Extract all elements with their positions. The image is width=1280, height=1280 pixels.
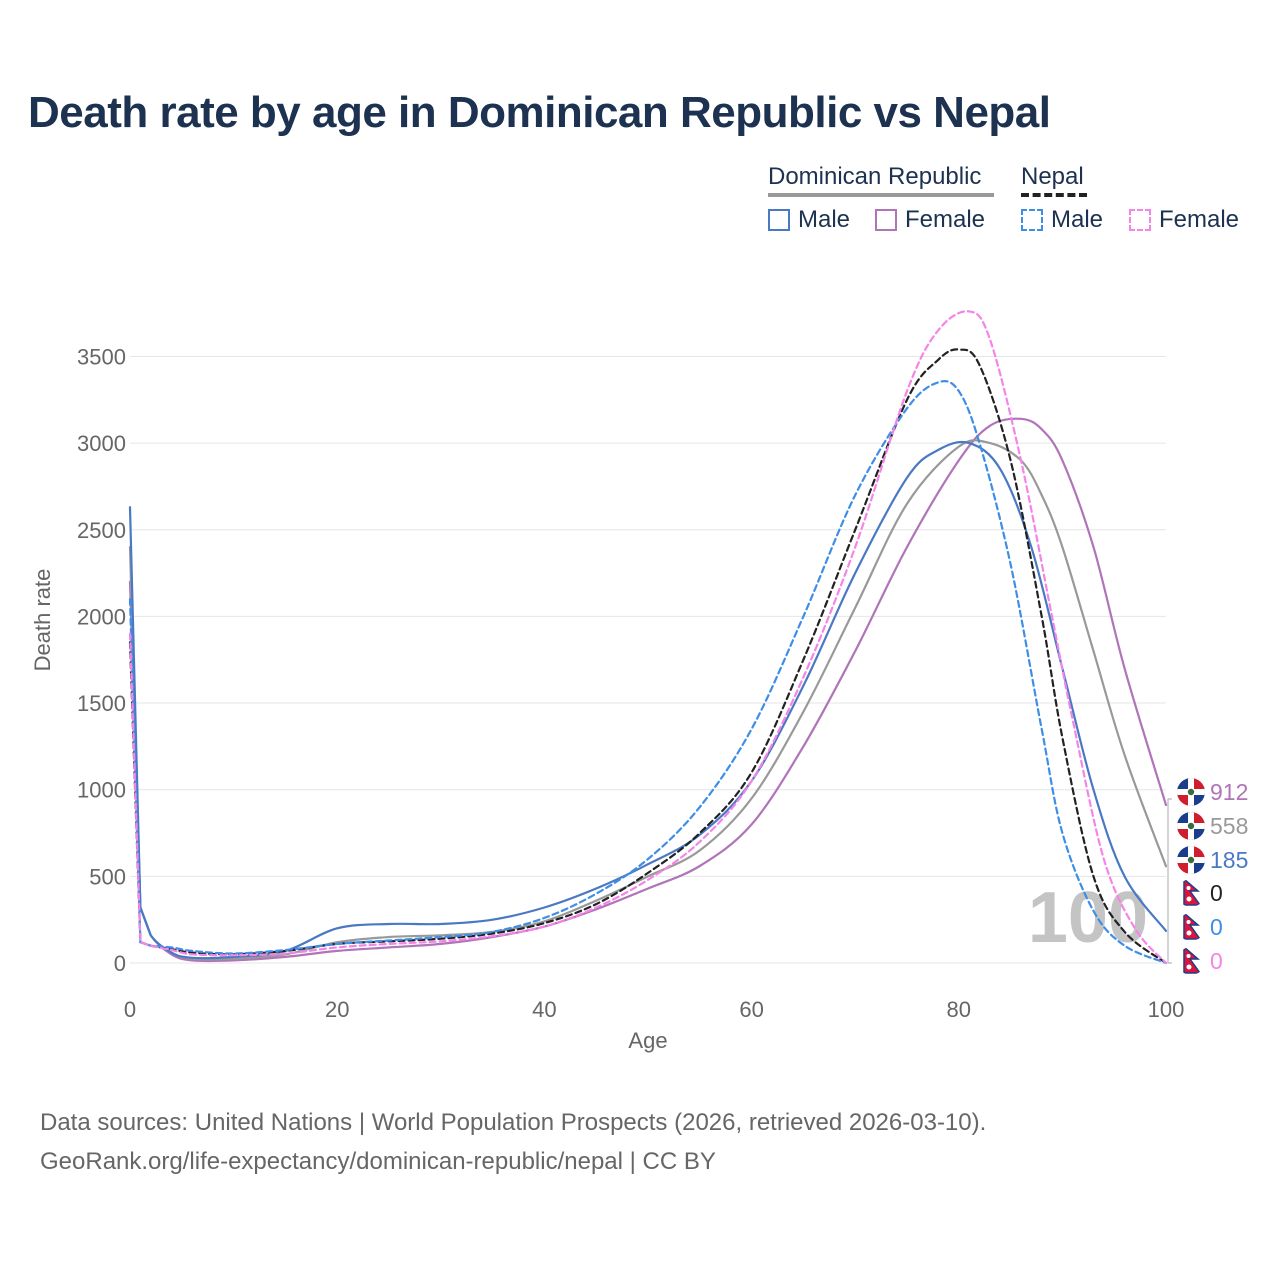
nepal-flag-art (1177, 913, 1205, 941)
series-lines (128, 310, 1168, 965)
nepal-flag-art (1177, 879, 1205, 907)
y-tick-3500: 3500 (77, 344, 126, 369)
y-tick-labels: 0 500 1000 1500 2000 2500 3000 3500 (77, 344, 126, 976)
dominican-flag-art (1177, 812, 1205, 840)
legend-item-dr-male[interactable]: Male (768, 206, 850, 234)
nepal-flag-icon (1177, 913, 1205, 941)
end-label-value: 912 (1210, 779, 1248, 805)
bracket-line (1167, 798, 1172, 964)
legend-swatch-dr-female (875, 209, 897, 231)
legend-label-np-female: Female (1159, 206, 1240, 233)
series-line-dominican-republic-male (128, 440, 1168, 960)
legend-underline-solid (768, 193, 994, 197)
end-label-value: 185 (1210, 847, 1248, 873)
series-line-nepal-male (128, 380, 1168, 965)
dominican-flag-art (1177, 778, 1205, 806)
nepal-flag-art (1177, 947, 1205, 975)
end-labels: 912 558 185 0 0 0 (1177, 778, 1248, 975)
y-tick-0: 0 (114, 951, 126, 976)
legend-group-dominican-republic: Dominican Republic (768, 163, 982, 190)
x-tick-80: 80 (947, 997, 971, 1022)
legend-item-np-male[interactable]: Male (1021, 206, 1103, 234)
x-tick-60: 60 (739, 997, 763, 1022)
x-axis-label: Age (628, 1028, 667, 1053)
x-tick-0: 0 (124, 997, 136, 1022)
end-label-value: 558 (1210, 813, 1248, 839)
legend-item-np-female[interactable]: Female (1129, 206, 1239, 234)
y-tick-2000: 2000 (77, 604, 126, 629)
end-label-value: 0 (1210, 948, 1223, 974)
grid-lines (130, 355, 1166, 964)
y-tick-3000: 3000 (77, 431, 126, 456)
legend-label-dr-male: Male (798, 206, 851, 233)
footer-url: GeoRank.org/life-expectancy/dominican-re… (40, 1148, 716, 1175)
y-tick-1000: 1000 (77, 778, 126, 803)
series-line-nepal-total (128, 348, 1168, 965)
end-label-value: 0 (1210, 880, 1223, 906)
legend-underline-dashed (1021, 193, 1087, 197)
dominican-flag-art (1177, 846, 1205, 874)
legend-swatch-np-female (1129, 209, 1151, 231)
legend-group-nepal: Nepal (1021, 163, 1084, 190)
footer-sources: Data sources: United Nations | World Pop… (40, 1109, 987, 1136)
y-tick-1500: 1500 (77, 691, 126, 716)
x-tick-40: 40 (532, 997, 556, 1022)
chart-title: Death rate by age in Dominican Republic … (28, 88, 1051, 137)
series-line-dominican-republic-female (128, 417, 1168, 963)
legend-item-dr-female[interactable]: Female (875, 206, 985, 234)
series-line-nepal-female (128, 310, 1168, 965)
y-tick-2500: 2500 (77, 518, 126, 543)
x-tick-labels: 0 20 40 60 80 100 (124, 997, 1184, 1022)
dominican-republic-flag-icon (1177, 812, 1205, 840)
dominican-republic-flag-icon (1177, 778, 1205, 806)
nepal-flag-icon (1177, 879, 1205, 907)
y-tick-500: 500 (89, 864, 126, 889)
legend-label-np-male: Male (1051, 206, 1104, 233)
dominican-republic-flag-icon (1177, 846, 1205, 874)
end-label-value: 0 (1210, 914, 1223, 940)
y-axis-label: Death rate (30, 569, 55, 672)
x-tick-20: 20 (325, 997, 349, 1022)
x-tick-100: 100 (1148, 997, 1185, 1022)
nepal-flag-icon (1177, 947, 1205, 975)
legend-swatch-dr-male (768, 209, 790, 231)
legend-swatch-np-male (1021, 209, 1043, 231)
legend-label-dr-female: Female (905, 206, 986, 233)
series-line-dominican-republic-total (128, 439, 1168, 961)
end-label-bracket (1167, 798, 1172, 964)
